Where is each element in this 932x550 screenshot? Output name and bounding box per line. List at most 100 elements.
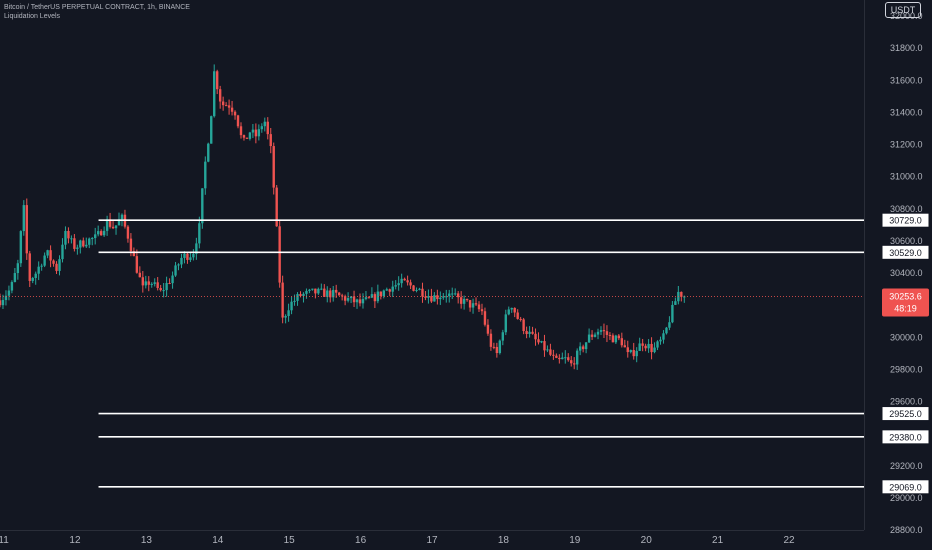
candle-body [349,296,353,299]
candle-body [573,363,576,365]
candle-body [22,205,26,232]
candle-body [108,219,112,227]
candle-body [537,339,540,343]
candle-body [4,295,8,300]
candle-body [638,343,641,351]
candle-body [73,238,76,249]
candle-body [358,299,362,304]
candle-body [656,341,659,348]
candle-body [314,288,317,294]
candle-body [584,342,588,350]
candle-body [79,240,82,248]
candle-body [99,231,103,236]
candle-body [522,319,525,332]
candle-body [129,238,133,252]
time-tick-label: 14 [212,535,224,546]
candle-body [293,300,296,302]
candle-body [454,293,457,295]
candle-body [236,115,240,127]
candle-body [0,300,2,306]
candle-body [207,143,210,162]
candle-body [311,288,314,290]
price-tick-label: 28800.0 [890,525,923,535]
candle-body [513,307,516,313]
candle-body [561,357,564,360]
candle-body [183,253,186,258]
candle-body [483,311,487,325]
candle-body [296,294,299,301]
candle-body [620,338,624,346]
price-tick-label: 30600.0 [890,236,923,246]
candle-body [242,135,246,138]
candle-body [590,334,594,337]
candle-body [114,225,118,229]
candle-body [436,295,439,300]
candle-body [332,289,335,298]
liquidation-level-label: 30529.0 [889,248,922,258]
price-tick-label: 29200.0 [890,461,923,471]
candle-body [94,234,97,239]
candle-body [364,297,368,299]
candle-body [25,205,28,254]
candle-body [534,333,537,340]
candle-body [367,297,371,299]
candle-body [617,335,621,339]
candle-body [510,307,513,310]
candle-body [379,291,383,297]
candle-body [668,322,671,328]
candle-body [210,116,213,144]
candle-body [28,253,31,281]
candle-body [40,265,43,267]
candle-body [626,347,629,353]
candle-body [61,244,64,260]
candle-body [334,289,338,293]
candle-body [58,259,61,271]
candle-body [132,251,136,257]
candle-body [263,121,266,127]
candle-body [102,230,106,236]
candle-body [320,288,323,290]
candle-body [34,273,37,278]
time-tick-label: 15 [284,535,296,546]
candle-body [567,357,570,361]
price-tick-label: 31200.0 [890,140,923,150]
candle-body [504,314,507,333]
candle-body [507,309,510,315]
candle-body [88,238,91,245]
candle-body [531,331,534,334]
candle-body [233,111,237,116]
chart-legend: Bitcoin / TetherUS PERPETUAL CONTRACT, 1… [4,3,190,21]
price-tick-label: 32000.0 [890,11,923,21]
candle-body [680,291,683,297]
candle-body [153,282,156,284]
candle-body [275,187,278,227]
candle-body [64,230,67,245]
price-tick-label: 31000.0 [890,172,923,182]
candle-body [587,334,591,343]
candle-body [564,357,567,359]
candle-body [462,298,466,304]
candle-body [546,349,549,351]
candle-body [385,289,388,291]
candle-body [76,247,79,249]
bar-countdown-label: 48:19 [894,304,917,314]
candle-body [596,331,600,335]
candle-body [394,285,397,287]
candle-body [135,256,139,273]
candle-body [91,238,94,240]
price-tick-label: 29000.0 [890,493,923,503]
price-tick-label: 30800.0 [890,204,923,214]
price-tick-label: 30000.0 [890,332,923,342]
candle-body [373,294,377,302]
candle-body [418,288,421,290]
candle-body [281,282,284,318]
candle-body [120,214,124,220]
currency-button[interactable]: USDT [885,2,921,18]
candle-body [186,253,189,260]
candle-body [602,330,606,332]
time-tick-label: 13 [141,535,153,546]
candle-body [489,333,493,347]
candle-body [159,288,162,291]
candle-body [635,350,638,357]
